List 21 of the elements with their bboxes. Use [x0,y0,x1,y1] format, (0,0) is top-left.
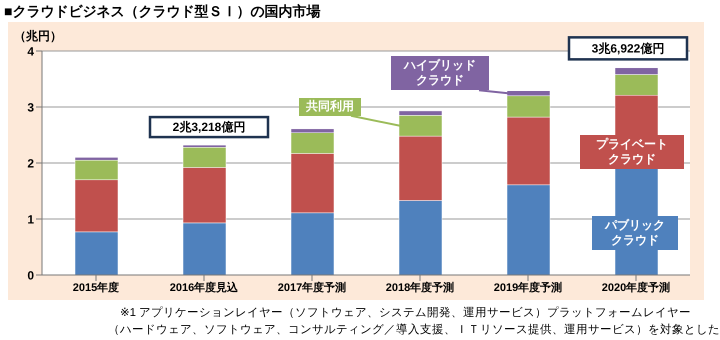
y-tick-label: 4 [27,44,34,58]
annotation: 2兆3,218億円 [172,120,246,134]
y-tick-label: 1 [27,212,34,226]
x-tick-label: 2016年度見込 [170,280,240,294]
series-label: パブリッククラウド [604,218,666,248]
x-tick-label: 2020年度予測 [602,280,670,294]
series-label: プライベートクラウド [595,136,669,167]
y-tick-label: 0 [27,268,34,282]
chart-title: ■クラウドビジネス（クラウド型ＳＩ）の国内市場 [4,3,320,21]
x-tick-label: 2019年度予測 [494,280,562,294]
annotation: 3兆6,922億円 [592,41,664,56]
series-label: 共同利用 [300,99,360,114]
x-tick-label: 2015年度 [72,280,120,294]
y-tick-label: 3 [27,100,34,114]
x-tick-label: 2017年度予測 [278,280,346,294]
x-tick-label: 2018年度予測 [386,280,454,294]
text: （ハードウェア、ソフトウェア、コンサルティング／導入支援、ＩＴリソース提供、運用サービス）を対象とした [108,322,720,337]
y-tick-label: 2 [27,156,34,170]
series-label: ハイブリッドクラウド [403,58,477,88]
y-axis-title: （兆円） [14,28,62,45]
text: ※1 アプリケーションレイヤー（ソフトウェア、システム開発、運用サービス）プラットフォームレイヤー [120,305,692,320]
